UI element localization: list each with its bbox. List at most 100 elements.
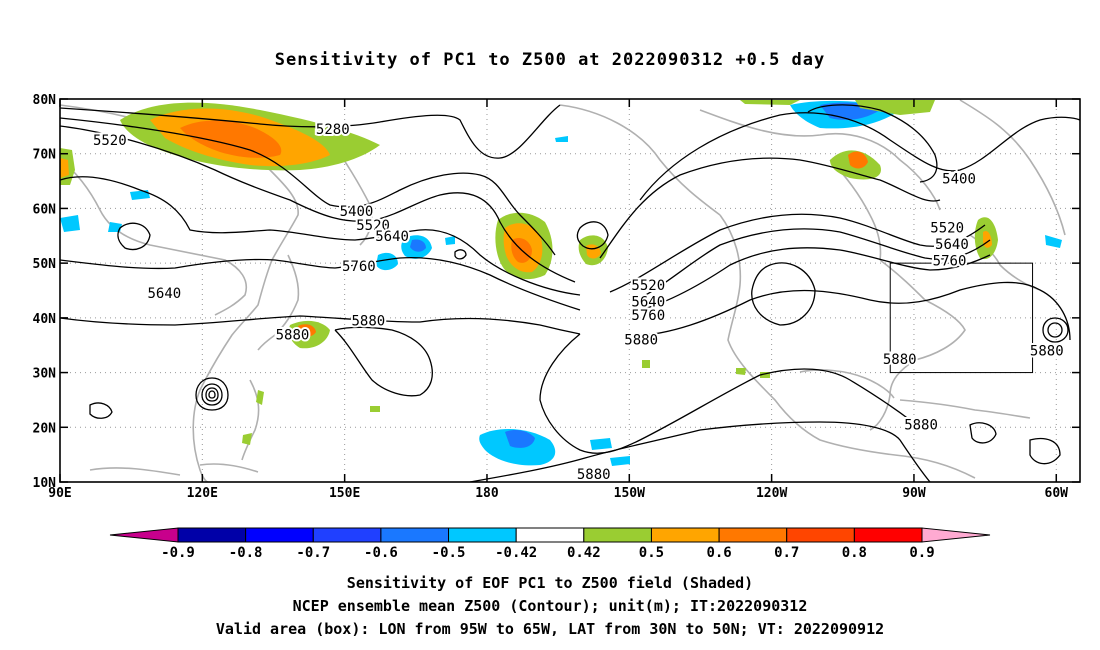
lon-tick-label: 60W (1045, 486, 1069, 501)
colorbar-label: 0.6 (706, 545, 731, 561)
colorbar-low-triangle (109, 527, 179, 543)
coast-na-west (719, 214, 976, 479)
lon-tick-label: 150W (614, 486, 645, 501)
coast-indonesia (89, 463, 259, 476)
contour-5880-e (631, 281, 1071, 341)
contour-label: 5520 (930, 221, 964, 237)
caption-line-3: Valid area (box): LON from 95W to 65W, L… (215, 620, 885, 638)
colorbar-label: -0.9 (161, 545, 195, 561)
colorbar-high-triangle (921, 527, 991, 543)
contour-label: 5400 (942, 171, 976, 187)
contour-lines (60, 104, 1080, 482)
caption-line-1: Sensitivity of EOF PC1 to Z500 field (Sh… (346, 574, 754, 592)
lon-tick-label: 90E (48, 486, 71, 501)
contour-low-greenland (807, 104, 938, 183)
colorbar-label: -0.8 (229, 545, 263, 561)
shade-west-orange (60, 158, 69, 178)
colorbar-swatch (853, 527, 923, 543)
contour-5880-w (60, 315, 581, 335)
lon-tick-label: 120E (187, 486, 218, 501)
contour-typhoon-4 (208, 390, 216, 399)
lat-tick-label: 20N (33, 421, 57, 436)
contour-typhoon-1 (195, 377, 229, 411)
plot-frame (59, 98, 1081, 483)
shade-pac-blue2 (410, 239, 426, 252)
colorbar-swatch (583, 527, 652, 543)
colorbar-swatch (312, 527, 382, 543)
contour-label: 5880 (904, 418, 938, 434)
contour-label: 5520 (631, 278, 665, 294)
shade-ak-green2 (740, 100, 935, 115)
contour-low-c (454, 249, 467, 260)
colorbar-label: -0.42 (495, 545, 537, 561)
coast-alaska (559, 104, 721, 216)
caption-line-2: NCEP ensemble mean Z500 (Contour); unit(… (292, 597, 808, 615)
latitude-ticks: 80N 70N 60N 50N 40N 30N 20N 10N (33, 93, 1080, 491)
contour-label: 5880 (624, 333, 658, 349)
lon-tick-label: 120W (756, 486, 787, 501)
lat-tick-label: 10N (33, 476, 57, 491)
contour-label: 5880 (883, 352, 917, 368)
valid-area-box (889, 262, 1034, 374)
colorbar: -0.9 -0.8 -0.7 -0.6 -0.5 -0.42 0.42 0.5 0.6 0.7 0.… (109, 527, 991, 561)
contour-5280-e (639, 112, 1080, 201)
colorbar-swatch (786, 527, 855, 543)
contour-low-b (576, 221, 609, 250)
contour-5880-high (334, 326, 433, 397)
colorbar-swatch (245, 527, 314, 543)
contour-low-a (117, 222, 151, 251)
contour-5640-w (60, 176, 581, 296)
colorbar-label: 0.7 (774, 545, 799, 561)
lat-tick-label: 80N (33, 93, 57, 108)
lat-tick-label: 70N (33, 148, 57, 163)
colorbar-swatch (515, 527, 585, 543)
lon-tick-label: 150E (329, 486, 360, 501)
shade-ak-orange (848, 151, 868, 169)
coast-na-east (869, 259, 966, 431)
colorbar-label: -0.5 (432, 545, 466, 561)
colorbar-swatch (718, 527, 788, 543)
coast-philippines (241, 379, 260, 461)
lat-tick-label: 50N (33, 257, 57, 272)
contour-labels: 5280552054005520564057605640588058805520… (91, 120, 1066, 485)
shade-siberia-dark (180, 120, 282, 158)
contour-label: 5640 (935, 237, 969, 253)
contour-label: 5640 (148, 286, 182, 302)
colorbar-swatch (380, 527, 450, 543)
contour-label: 5760 (631, 308, 665, 324)
contour-5520-e (609, 213, 986, 293)
coast-asia-inner (60, 159, 247, 316)
contour-label: 5880 (1030, 344, 1064, 360)
lat-tick-label: 30N (33, 367, 57, 382)
map-title: Sensitivity of PC1 to Z500 at 2022090312… (274, 50, 826, 70)
contour-label: 5640 (631, 294, 665, 310)
lon-tick-label: 90W (902, 486, 926, 501)
contour-5880-s2 (469, 421, 931, 482)
coast-japan (257, 254, 300, 351)
contour-typhoon-2 (201, 383, 223, 406)
contour-5880-s (539, 333, 911, 454)
contour-typhoon-3 (205, 387, 219, 402)
shade-hawaii-blue2 (505, 430, 535, 448)
colorbar-label: 0.9 (909, 545, 934, 561)
lat-tick-label: 60N (33, 202, 57, 217)
colorbar-label: 0.5 (639, 545, 664, 561)
contour-5520-w (60, 125, 576, 283)
contour-label: 5880 (276, 327, 310, 343)
contour-label: 5760 (342, 259, 376, 275)
colorbar-label: 0.42 (567, 545, 601, 561)
contour-atl-low-2 (1047, 322, 1063, 338)
contour-5280 (60, 104, 561, 159)
lat-tick-label: 40N (33, 312, 57, 327)
contour-label: 5280 (316, 122, 350, 138)
lon-tick-label: 180 (475, 486, 499, 501)
contour-atl-low-1 (1042, 317, 1069, 343)
longitude-ticks: 90E 120E 150E 180 150W 120W 90W 60W (48, 99, 1068, 501)
contour-label: 5880 (352, 314, 386, 330)
contour-label: 5520 (356, 218, 390, 234)
coast-caribbean (899, 399, 1031, 419)
coast-greenland (959, 99, 1066, 236)
contour-5400-e (599, 157, 941, 259)
contour-small-1 (89, 402, 1061, 465)
